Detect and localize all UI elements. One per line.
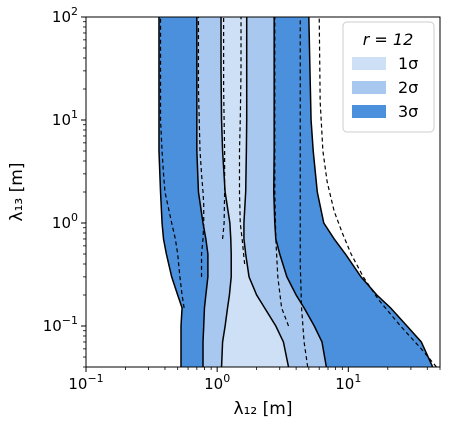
- contour-lines: [158, 17, 437, 367]
- contour-2sigma-left: [196, 17, 209, 367]
- legend-title: r = 12: [363, 30, 414, 49]
- x-tick-exponent-3: 1: [354, 372, 361, 385]
- dashed-contour-2: [197, 17, 205, 277]
- legend-swatch-2sigma: [352, 81, 386, 94]
- contour-3sigma-right: [308, 17, 434, 367]
- x-tick-exponent-1: −1: [87, 372, 103, 385]
- legend-swatch-3sigma: [352, 105, 386, 118]
- legend-label-1sigma: 1σ: [398, 54, 418, 73]
- legend: r = 12 1σ 2σ 3σ: [342, 21, 435, 133]
- band-1sigma: [221, 17, 289, 367]
- dashed-contour-7: [318, 17, 437, 367]
- contour-1sigma-right: [243, 17, 290, 367]
- y-tick-exponent-3: 1: [71, 108, 78, 121]
- contour-3sigma-left: [158, 17, 183, 367]
- dashed-contour-3: [221, 17, 226, 240]
- x-tick-exponent-2: 0: [223, 372, 230, 385]
- contour-1sigma-left: [220, 17, 232, 367]
- legend-swatch-1sigma: [352, 57, 386, 70]
- x-axis-label: λ₁₂ [m]: [234, 399, 293, 419]
- y-axis-label: λ₁₃ [m]: [7, 163, 27, 222]
- dashed-contour-4: [238, 17, 246, 265]
- y-tick-exponent-4: 2: [71, 5, 78, 18]
- legend-label-2sigma: 2σ: [398, 78, 418, 97]
- legend-frame: [342, 21, 435, 133]
- y-tick-exponent-2: 0: [71, 211, 78, 224]
- confidence-bands: [158, 17, 433, 367]
- dashed-contour-1: [159, 17, 185, 308]
- dashed-contour-6: [299, 17, 309, 367]
- contour-2sigma-right: [272, 17, 328, 367]
- legend-label-3sigma: 3σ: [398, 102, 418, 121]
- y-tick-exponent-1: −1: [62, 314, 78, 327]
